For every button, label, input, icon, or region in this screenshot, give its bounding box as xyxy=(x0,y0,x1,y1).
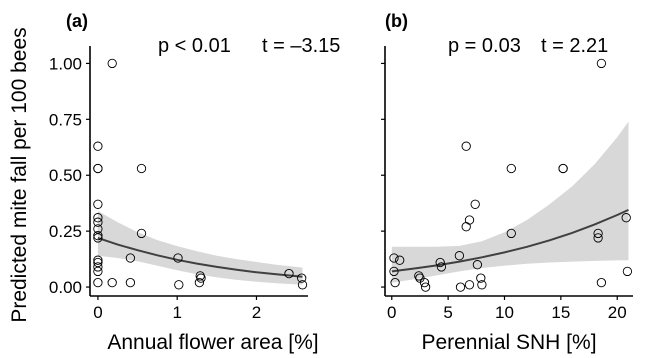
panel-a-data-point xyxy=(297,280,308,290)
panel-b-data-point xyxy=(621,213,631,223)
panel-b-data-point xyxy=(593,228,603,239)
panel-a-x-tick-label: 1 xyxy=(172,303,181,322)
panel-b-data-point xyxy=(455,282,466,292)
panel-a-data-point xyxy=(93,255,103,265)
panel-b-data-point xyxy=(506,228,516,239)
panel-b-p-value: p = 0.03 xyxy=(448,35,521,57)
panel-a-data-point xyxy=(93,266,103,277)
panel-b-data-point xyxy=(414,271,424,281)
panel-b-axes: 0 5 10 15 20 xyxy=(381,46,633,322)
panel-a-data-point xyxy=(173,253,183,263)
panel-a-data-point xyxy=(125,277,136,288)
panel-a-data-point xyxy=(196,273,206,283)
panel-a-data-point xyxy=(93,163,103,174)
panel-a-points xyxy=(93,58,308,290)
panel-b-data-point xyxy=(436,262,447,272)
panel-a-data-point xyxy=(93,257,103,268)
panel-a-confidence-band xyxy=(97,211,303,285)
panel-a-y-tick-label: 0.25 xyxy=(49,222,82,241)
panel-b-data-point xyxy=(389,266,399,277)
panel-a-data-point xyxy=(297,273,307,283)
panel-b-fit-curve xyxy=(391,208,629,273)
panel-b-x-tick-label: 10 xyxy=(495,303,514,322)
panel-b-t-value: t = 2.21 xyxy=(541,35,608,57)
panel-b: (b) p = 0.03 t = 2.21 0 5 10 15 20 Perennial… xyxy=(381,11,633,354)
panel-b-x-tick-label: 20 xyxy=(608,303,627,322)
panel-a-y-tick-label: 1.00 xyxy=(49,54,82,73)
panel-b-data-point xyxy=(461,141,471,151)
panel-a-data-point xyxy=(125,253,136,263)
panel-b-fit-line xyxy=(391,208,629,273)
panel-a-data-point xyxy=(93,230,103,241)
panel-b-data-point xyxy=(596,277,607,288)
panel-b-data-point xyxy=(506,163,516,174)
panel-b-x-tick-label: 15 xyxy=(551,303,570,322)
panel-a-fit-curve xyxy=(97,236,303,278)
panel-b-data-point xyxy=(454,251,465,261)
panel-a-data-point xyxy=(93,224,103,234)
panel-a: (a) p < 0.01 t = –3.15 0.00 0.25 0.50 0.75 1… xyxy=(49,11,341,354)
panel-a-x-tick-label: 2 xyxy=(252,303,261,322)
panel-b-confidence-band xyxy=(391,121,629,283)
panel-a-t-value: t = –3.15 xyxy=(262,35,340,57)
panel-a-y-tick-label: 0.75 xyxy=(49,110,82,129)
panel-b-data-point xyxy=(395,255,405,265)
panel-b-band-area xyxy=(391,121,629,283)
panel-a-data-point xyxy=(93,141,103,151)
panel-a-data-point xyxy=(93,213,103,223)
panel-b-data-point xyxy=(472,260,483,270)
panel-b-x-axis-label: Perennial SNH [%] xyxy=(421,331,596,354)
panel-a-data-point xyxy=(174,280,184,290)
panel-a-band-area xyxy=(97,211,303,285)
panel-a-data-point xyxy=(284,268,294,279)
panel-b-label: (b) xyxy=(385,11,408,31)
panel-b-data-point xyxy=(558,163,568,174)
panel-a-data-point xyxy=(93,199,103,209)
panel-a-data-point xyxy=(93,233,103,243)
panel-a-data-point xyxy=(136,163,147,174)
panel-b-data-point xyxy=(476,273,486,283)
panel-b-data-point xyxy=(593,233,603,243)
panel-a-data-point xyxy=(107,58,117,69)
panel-b-x-tick-label: 5 xyxy=(443,303,452,322)
panel-b-data-point xyxy=(389,253,399,263)
panel-a-data-point xyxy=(107,277,117,288)
panel-a-fit-line xyxy=(97,236,303,278)
panel-b-data-point xyxy=(419,277,430,288)
panel-a-label: (a) xyxy=(66,11,88,31)
panel-b-data-point xyxy=(622,266,633,277)
panel-a-data-point xyxy=(136,228,147,239)
panel-b-data-point xyxy=(477,280,487,290)
panel-b-data-point xyxy=(435,257,445,268)
panel-b-data-point xyxy=(420,282,431,292)
panel-b-data-point xyxy=(464,215,475,225)
panel-b-points xyxy=(389,58,633,292)
panel-a-axes: 0.00 0.25 0.50 0.75 1.00 0 1 2 xyxy=(49,46,308,322)
panel-a-data-point xyxy=(93,217,103,227)
y-axis-label: Predicted mite fall per 100 bees xyxy=(8,27,31,322)
panel-b-x-tick-label: 0 xyxy=(387,303,396,322)
panel-a-x-tick-label: 0 xyxy=(93,303,102,322)
panel-b-data-point xyxy=(390,277,400,288)
panel-b-data-point xyxy=(464,280,475,290)
panel-a-data-point xyxy=(194,277,205,288)
panel-a-data-point xyxy=(93,262,103,272)
panel-a-p-value: p < 0.01 xyxy=(158,35,231,57)
panel-b-data-point xyxy=(596,58,607,69)
panel-a-y-tick-label: 0.00 xyxy=(49,278,82,297)
panel-a-x-axis-label: Annual flower area [%] xyxy=(107,331,318,354)
panel-b-data-point xyxy=(470,199,480,209)
panel-a-data-point xyxy=(93,277,103,288)
panel-a-y-tick-label: 0.50 xyxy=(49,166,82,185)
